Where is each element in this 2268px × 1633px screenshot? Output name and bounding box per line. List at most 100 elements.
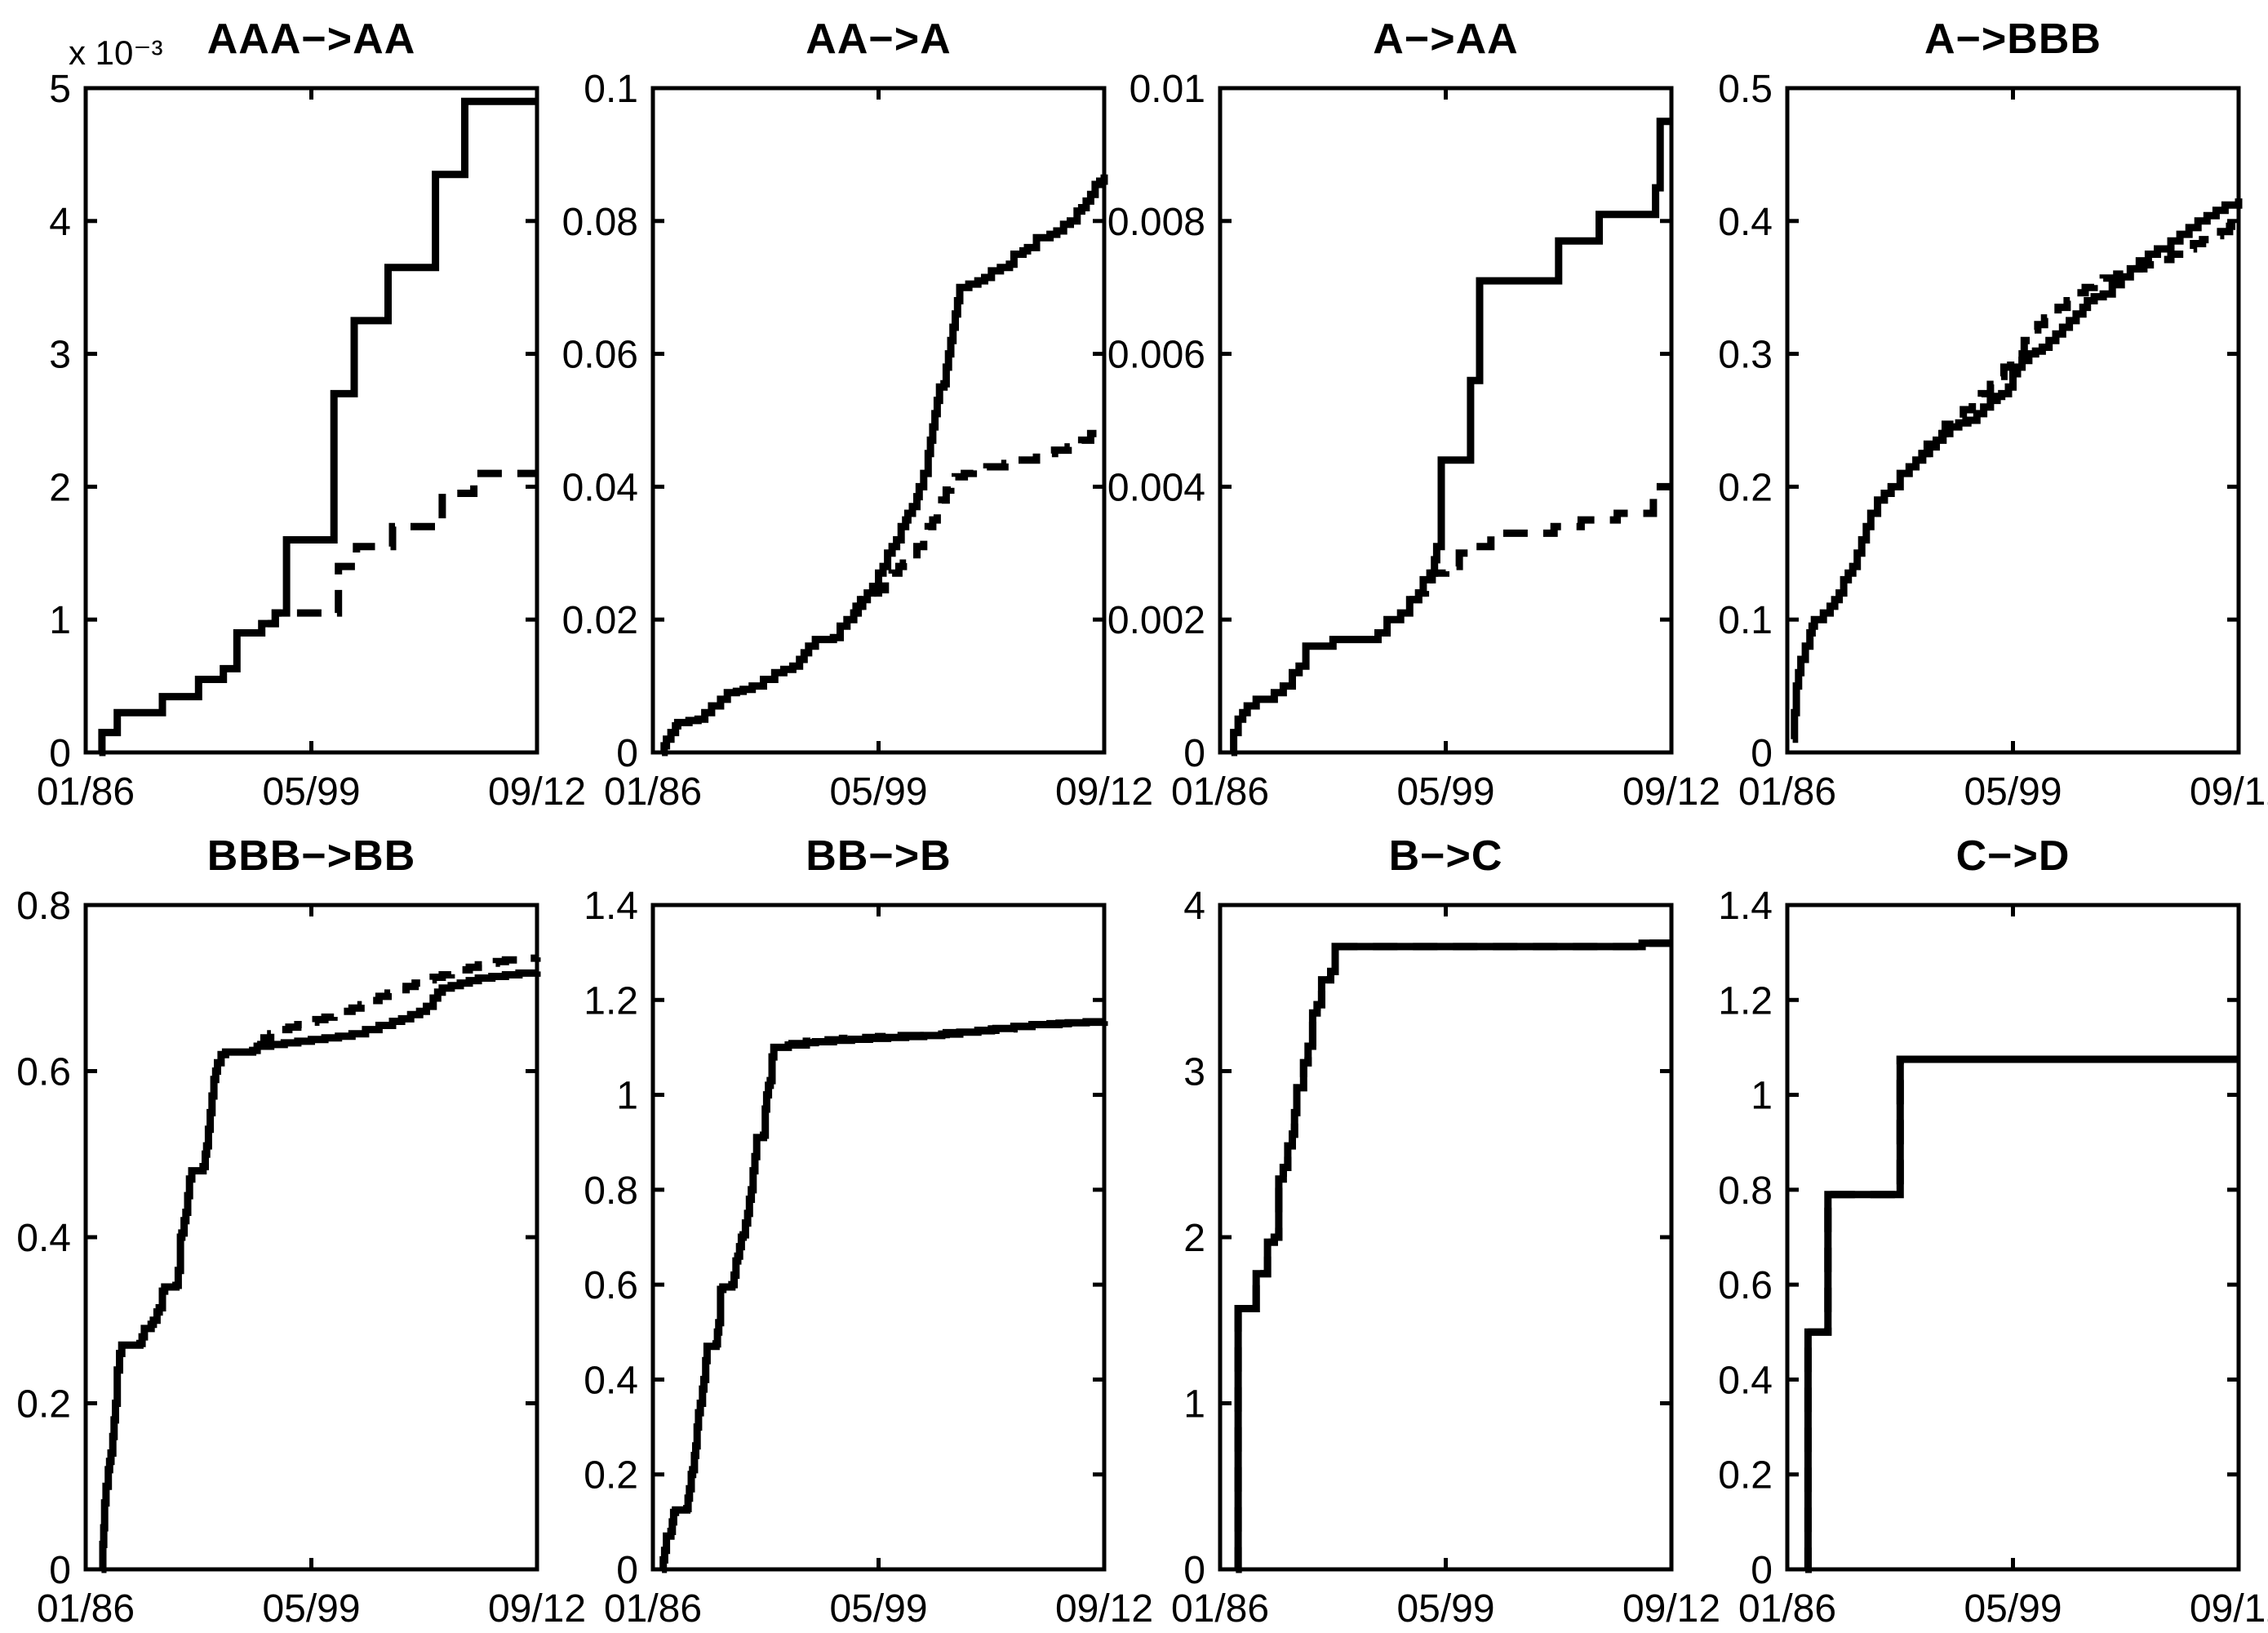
subplot-bb-to-b: BB−>B 01/86 05/99 09/12 0 0.2 0.4 0.6 0.8 1 1.2 1.… (567, 817, 1153, 1633)
x-tick-label: 09/12 (1622, 1587, 1720, 1631)
x-tick-label: 01/86 (1738, 1587, 1836, 1631)
x-tick-label: 05/99 (1396, 770, 1494, 814)
series-dashed-line (851, 426, 1108, 617)
series-dashed-line (237, 469, 537, 637)
axes-canvas: 01/86 05/99 09/12 0 0.02 0.04 0.06 0.08 0.1 (562, 68, 1153, 814)
y-tick-label: 0 (616, 732, 638, 775)
y-tick-label: 1.4 (1718, 885, 1773, 928)
y-tick-label: 0.2 (16, 1383, 71, 1427)
y-tick-label: 1.4 (584, 885, 638, 928)
axes-frame (1218, 903, 1674, 1572)
y-tick-label: 0.8 (1718, 1169, 1773, 1213)
y-tick-label: 0.5 (1718, 68, 1773, 111)
y-tick-label: 0.1 (1718, 599, 1773, 642)
y-tick-label: 0.004 (1107, 466, 1205, 509)
y-tick-label: 0.06 (562, 334, 638, 377)
y-tick-label: 0.8 (584, 1169, 638, 1213)
subplot-bbb-to-bb: BBB−>BB 01/86 05/99 09/12 0 0.2 0.4 0.6 0.8 (0, 817, 586, 1633)
y-tick-label: 0 (1751, 732, 1773, 775)
x-tick-label: 05/99 (262, 1587, 360, 1631)
subplot-title: C−>D (1955, 832, 2070, 880)
subplot-title: AAA−>AA (206, 16, 416, 63)
series-solid-line (99, 969, 541, 1573)
y-tick-label: 0.6 (584, 1264, 638, 1307)
axes-canvas: 01/86 05/99 09/12 0 0.2 0.4 0.6 0.8 1 1.2 1.4 (584, 885, 1153, 1631)
subplot-title: B−>C (1388, 832, 1503, 880)
y-tick-label: 0 (49, 1549, 71, 1592)
series-solid-line (659, 1018, 1108, 1573)
x-tick-label: 05/99 (1964, 1587, 2062, 1631)
y-tick-label: 1 (1183, 1383, 1205, 1427)
axes-canvas: 01/86 05/99 09/12 0 1 2 3 4 (1171, 885, 1720, 1631)
x-tick-label: 01/86 (1738, 770, 1836, 814)
axes-canvas: 01/86 05/99 09/12 0 0.1 0.2 0.3 0.4 0.5 (1718, 68, 2268, 814)
axes-canvas: 01/86 05/99 09/12 0 1 2 3 4 5 (37, 68, 586, 814)
series-solid-line (1230, 118, 1671, 757)
y-tick-label: 1 (1751, 1075, 1773, 1118)
y-tick-label: 0 (1183, 732, 1205, 775)
axes-frame (1785, 86, 2241, 755)
series-solid-line (660, 174, 1108, 757)
y-tick-label: 4 (1183, 885, 1205, 928)
x-tick-label: 05/99 (1964, 770, 2062, 814)
axes-frame (650, 86, 1107, 755)
y-tick-label: 0.08 (562, 201, 638, 244)
x-tick-label: 01/86 (604, 770, 702, 814)
axes-frame (650, 903, 1107, 1572)
y-tick-label: 0.2 (1718, 1454, 1773, 1498)
axes-frame (1218, 86, 1674, 755)
x-tick-label: 01/86 (1171, 1587, 1269, 1631)
x-tick-label: 09/12 (1055, 770, 1153, 814)
y-tick-label: 1 (616, 1075, 638, 1118)
series-solid-line (1791, 198, 2243, 743)
subplot-title: AA−>A (806, 16, 952, 63)
x-tick-label: 09/12 (1055, 1587, 1153, 1631)
y-tick-label: 0.8 (16, 885, 71, 928)
y-tick-label: 5 (49, 68, 71, 111)
y-tick-label: 4 (49, 201, 71, 244)
y-tick-label: 3 (49, 334, 71, 377)
axes-frame (83, 903, 539, 1572)
y-tick-label: 0.6 (16, 1051, 71, 1094)
y-axis-multiplier-label: x 10⁻³ (69, 33, 163, 73)
y-tick-label: 2 (49, 466, 71, 509)
x-tick-label: 09/12 (488, 1587, 586, 1631)
subplot-c-to-d: C−>D 01/86 05/99 09/12 0 0.2 0.4 0.6 0.8 1 1.2 1.4 (1702, 817, 2268, 1633)
y-axis-multiplier-text: x 10⁻³ (69, 33, 163, 72)
y-tick-label: 1.2 (1718, 979, 1773, 1023)
y-tick-label: 0 (49, 732, 71, 775)
x-tick-label: 09/12 (488, 770, 586, 814)
y-tick-label: 0.1 (584, 68, 638, 111)
series-solid-line (98, 97, 537, 757)
y-tick-label: 0 (616, 1549, 638, 1592)
y-tick-label: 0 (1751, 1549, 1773, 1592)
x-tick-label: 09/12 (2190, 1587, 2268, 1631)
y-tick-label: 0.6 (1718, 1264, 1773, 1307)
y-tick-label: 0.4 (584, 1359, 638, 1402)
axes-frame (83, 86, 539, 755)
subplot-title: BBB−>BB (206, 832, 416, 880)
axes-canvas: 01/86 05/99 09/12 0 0.002 0.004 0.006 0.008 0.01 (1107, 68, 1720, 814)
x-tick-label: 05/99 (829, 770, 927, 814)
y-tick-label: 0.008 (1107, 201, 1205, 244)
y-tick-label: 0.006 (1107, 334, 1205, 377)
series-dashed-line (1918, 220, 2243, 458)
x-tick-label: 05/99 (1396, 1587, 1494, 1631)
x-tick-label: 09/12 (2190, 770, 2268, 814)
x-tick-label: 09/12 (1622, 770, 1720, 814)
y-tick-label: 0.02 (562, 599, 638, 642)
y-tick-label: 0.01 (1130, 68, 1205, 111)
subplot-title: BB−>B (806, 832, 952, 880)
y-tick-label: 0.2 (584, 1454, 638, 1498)
subplot-a-to-aa: A−>AA 01/86 05/99 09/12 0 0.002 0.004 0.006 0.0… (1107, 0, 1720, 816)
series-dashed-line (257, 954, 541, 1049)
y-tick-label: 0.3 (1718, 334, 1773, 377)
axes-canvas: 01/86 05/99 09/12 0 0.2 0.4 0.6 0.8 (16, 885, 586, 1631)
series-dashed-line (788, 1018, 1108, 1048)
series-solid-line (1804, 1055, 2239, 1573)
y-tick-label: 1.2 (584, 979, 638, 1023)
x-tick-label: 05/99 (262, 770, 360, 814)
subplot-b-to-c: B−>C 01/86 05/99 09/12 0 1 2 3 4 (1134, 817, 1720, 1633)
y-tick-label: 0.2 (1718, 466, 1773, 509)
